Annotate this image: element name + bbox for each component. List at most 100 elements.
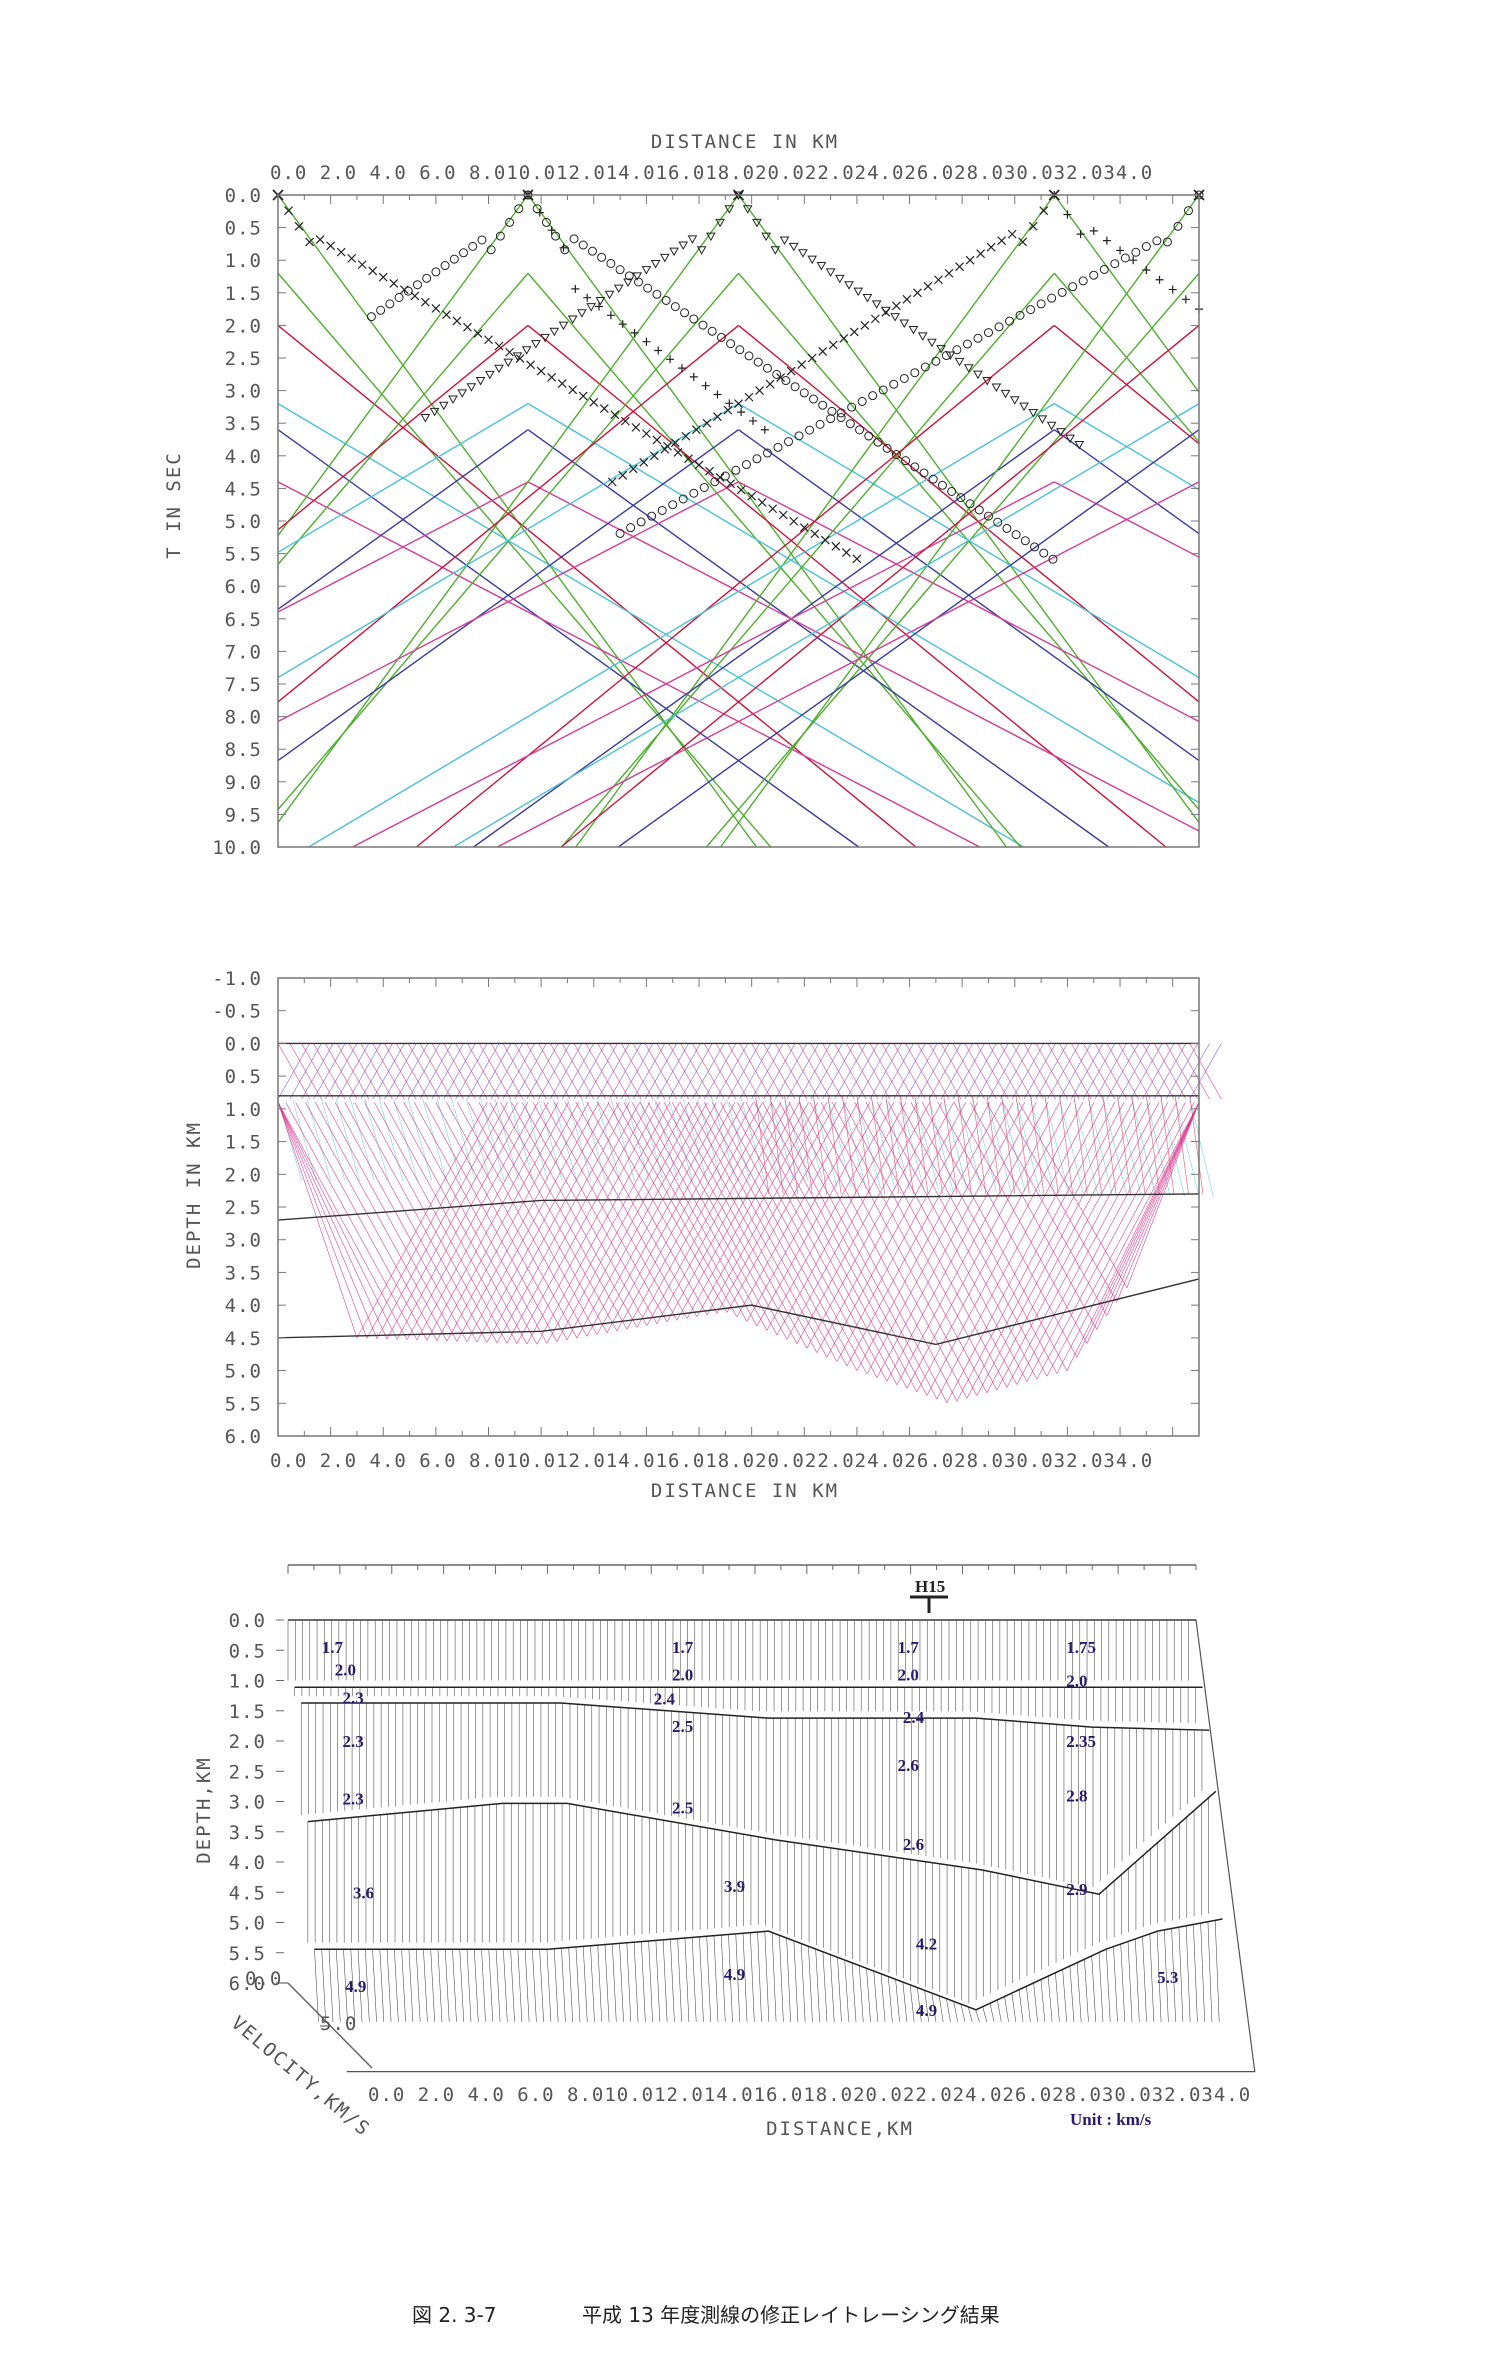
p1-pick-cross — [820, 535, 830, 545]
p1-pick-cross — [526, 360, 536, 370]
p3-hatch — [517, 1949, 523, 2022]
p1-pick-circle — [973, 333, 983, 343]
p2-ray-shallow — [798, 1043, 831, 1100]
p2-ray-shallow — [692, 1043, 725, 1100]
p1-observed-picks — [272, 189, 1205, 564]
p1-pick-triangle — [761, 232, 771, 242]
p1-line-green — [561, 272, 1055, 848]
p2-ray-deep — [496, 1102, 630, 1343]
p2-ray-mid — [335, 1098, 360, 1181]
p1-pick-circle — [762, 448, 772, 458]
p3-hatch — [938, 1995, 944, 2022]
p2-ray-shallow — [1082, 1043, 1116, 1100]
p1-pick-triangle — [788, 242, 799, 252]
p1-pick-plus — [618, 320, 627, 329]
p1-pick-circle — [710, 477, 720, 487]
p1-pick-triangle — [1009, 396, 1020, 405]
p2-ray-mid — [378, 1098, 404, 1181]
p1-pick-plus — [583, 293, 592, 302]
p3-hatch — [1127, 1941, 1133, 2022]
p1-pick-cross — [694, 460, 704, 470]
p1-pick-circle — [643, 283, 653, 293]
p1-pick-plus — [1116, 246, 1125, 255]
p3-velocity-label: 1.7 — [898, 1638, 920, 1657]
p1-y-tick-labels: 0.0 0.5 1.0 1.5 2.0 2.5 3.0 3.5 4.0 4.5 5.0 5.5 6.0 6… — [212, 185, 262, 859]
p3-hatch — [619, 1943, 624, 2022]
p3-hatch — [466, 1949, 472, 2022]
p2-ray-shallow — [573, 1043, 606, 1100]
p1-pick-triangle — [448, 395, 458, 405]
p1-pick-cross — [841, 548, 851, 557]
p1-pick-cross — [1028, 221, 1038, 231]
p1-tick-marks — [277, 194, 1200, 848]
p2-ray-shallow — [502, 1043, 535, 1100]
p1-pick-triangle — [466, 383, 477, 392]
p1-pick-cross — [747, 491, 757, 501]
p3-velocity-label: 3.6 — [353, 1883, 374, 1902]
p1-pick-cross — [294, 221, 304, 231]
p2-ray-deep — [728, 1102, 878, 1378]
p2-ray-deep — [575, 1102, 698, 1317]
p1-pick-triangle — [484, 370, 495, 380]
p2-ray-shallow — [656, 1043, 689, 1100]
p3-hatch — [967, 2006, 973, 2022]
p1-pick-triangle — [475, 377, 486, 386]
p2-ray-shallow — [348, 1043, 381, 1100]
p2-ray-deep — [720, 1102, 868, 1375]
p1-y-tick-8.0: 8.0 — [225, 707, 262, 729]
p2-ray-mid — [292, 1098, 317, 1181]
p1-pick-circle — [836, 408, 846, 418]
p3-hatch — [720, 1934, 726, 2022]
p2-ray-shallow — [834, 1043, 867, 1100]
p1-pick-circle — [947, 486, 957, 496]
p1-pick-cross — [986, 242, 996, 252]
p2-ray-deep — [436, 1102, 569, 1341]
p1-y-tick-1.5: 1.5 — [225, 283, 262, 305]
p3-hatch — [314, 1949, 319, 2022]
p2-ray-shallow — [976, 1043, 1009, 1100]
p3-velocity-label: 4.9 — [724, 1965, 745, 1984]
p1-pick-cross — [505, 347, 514, 357]
p1-pick-circle — [587, 246, 597, 256]
p2-ray-deep — [736, 1102, 859, 1318]
p1-pick-triangle — [899, 319, 910, 329]
p2-ray-mid — [972, 1095, 987, 1194]
p3-y-tick-6.0: 6.0 — [229, 1973, 266, 1995]
p1-pick-circle — [889, 379, 899, 389]
p1-pick-triangle — [595, 296, 606, 306]
p1-pick-cross — [631, 422, 641, 432]
p3-velocity-label: 4.9 — [916, 2001, 937, 2020]
p3-y-axis-title: DEPTH,KM — [193, 1756, 215, 1864]
p3-velocity-label: 2.8 — [1066, 1786, 1087, 1805]
p1-pick-circle — [857, 396, 867, 406]
p2-ray-mid — [1073, 1098, 1099, 1195]
p1-pick-circle — [744, 351, 754, 361]
p2-ray-mid — [813, 1098, 838, 1188]
p2-ray-deep — [816, 1102, 955, 1353]
p2-interface-2 — [277, 1193, 1200, 1221]
p3-hatch — [590, 1945, 595, 2022]
p2-ray-mid — [682, 1098, 708, 1181]
p2-ray-shallow — [751, 1043, 784, 1100]
p3-hatch — [786, 1937, 791, 2022]
p1-pick-cross — [839, 334, 849, 343]
p2-ray-deep — [796, 1102, 931, 1344]
p2-ray-deep — [754, 1102, 908, 1389]
p2-ray-deep — [1086, 1102, 1200, 1344]
p3-hatch — [1142, 1936, 1147, 2022]
p2-y-tick-3.0: 3.0 — [225, 1230, 262, 1252]
p1-pick-circle — [376, 305, 386, 315]
p1-pick-circle — [1002, 523, 1012, 533]
p2-ray-deep — [888, 1102, 1038, 1380]
p1-pick-triangle — [512, 352, 523, 361]
p1-line-cyan — [277, 403, 739, 679]
p3-hatch — [532, 1949, 537, 2022]
p3-hatch — [1149, 1933, 1155, 2022]
p3-hatch — [1105, 1949, 1111, 2022]
p1-pick-circle — [818, 400, 828, 410]
p2-ray-deep — [636, 1102, 763, 1328]
p2-ray-deep — [277, 1102, 378, 1339]
p1-pick-circle — [735, 345, 745, 355]
p3-hatch — [771, 1932, 777, 2022]
p1-pick-circle — [910, 462, 920, 472]
